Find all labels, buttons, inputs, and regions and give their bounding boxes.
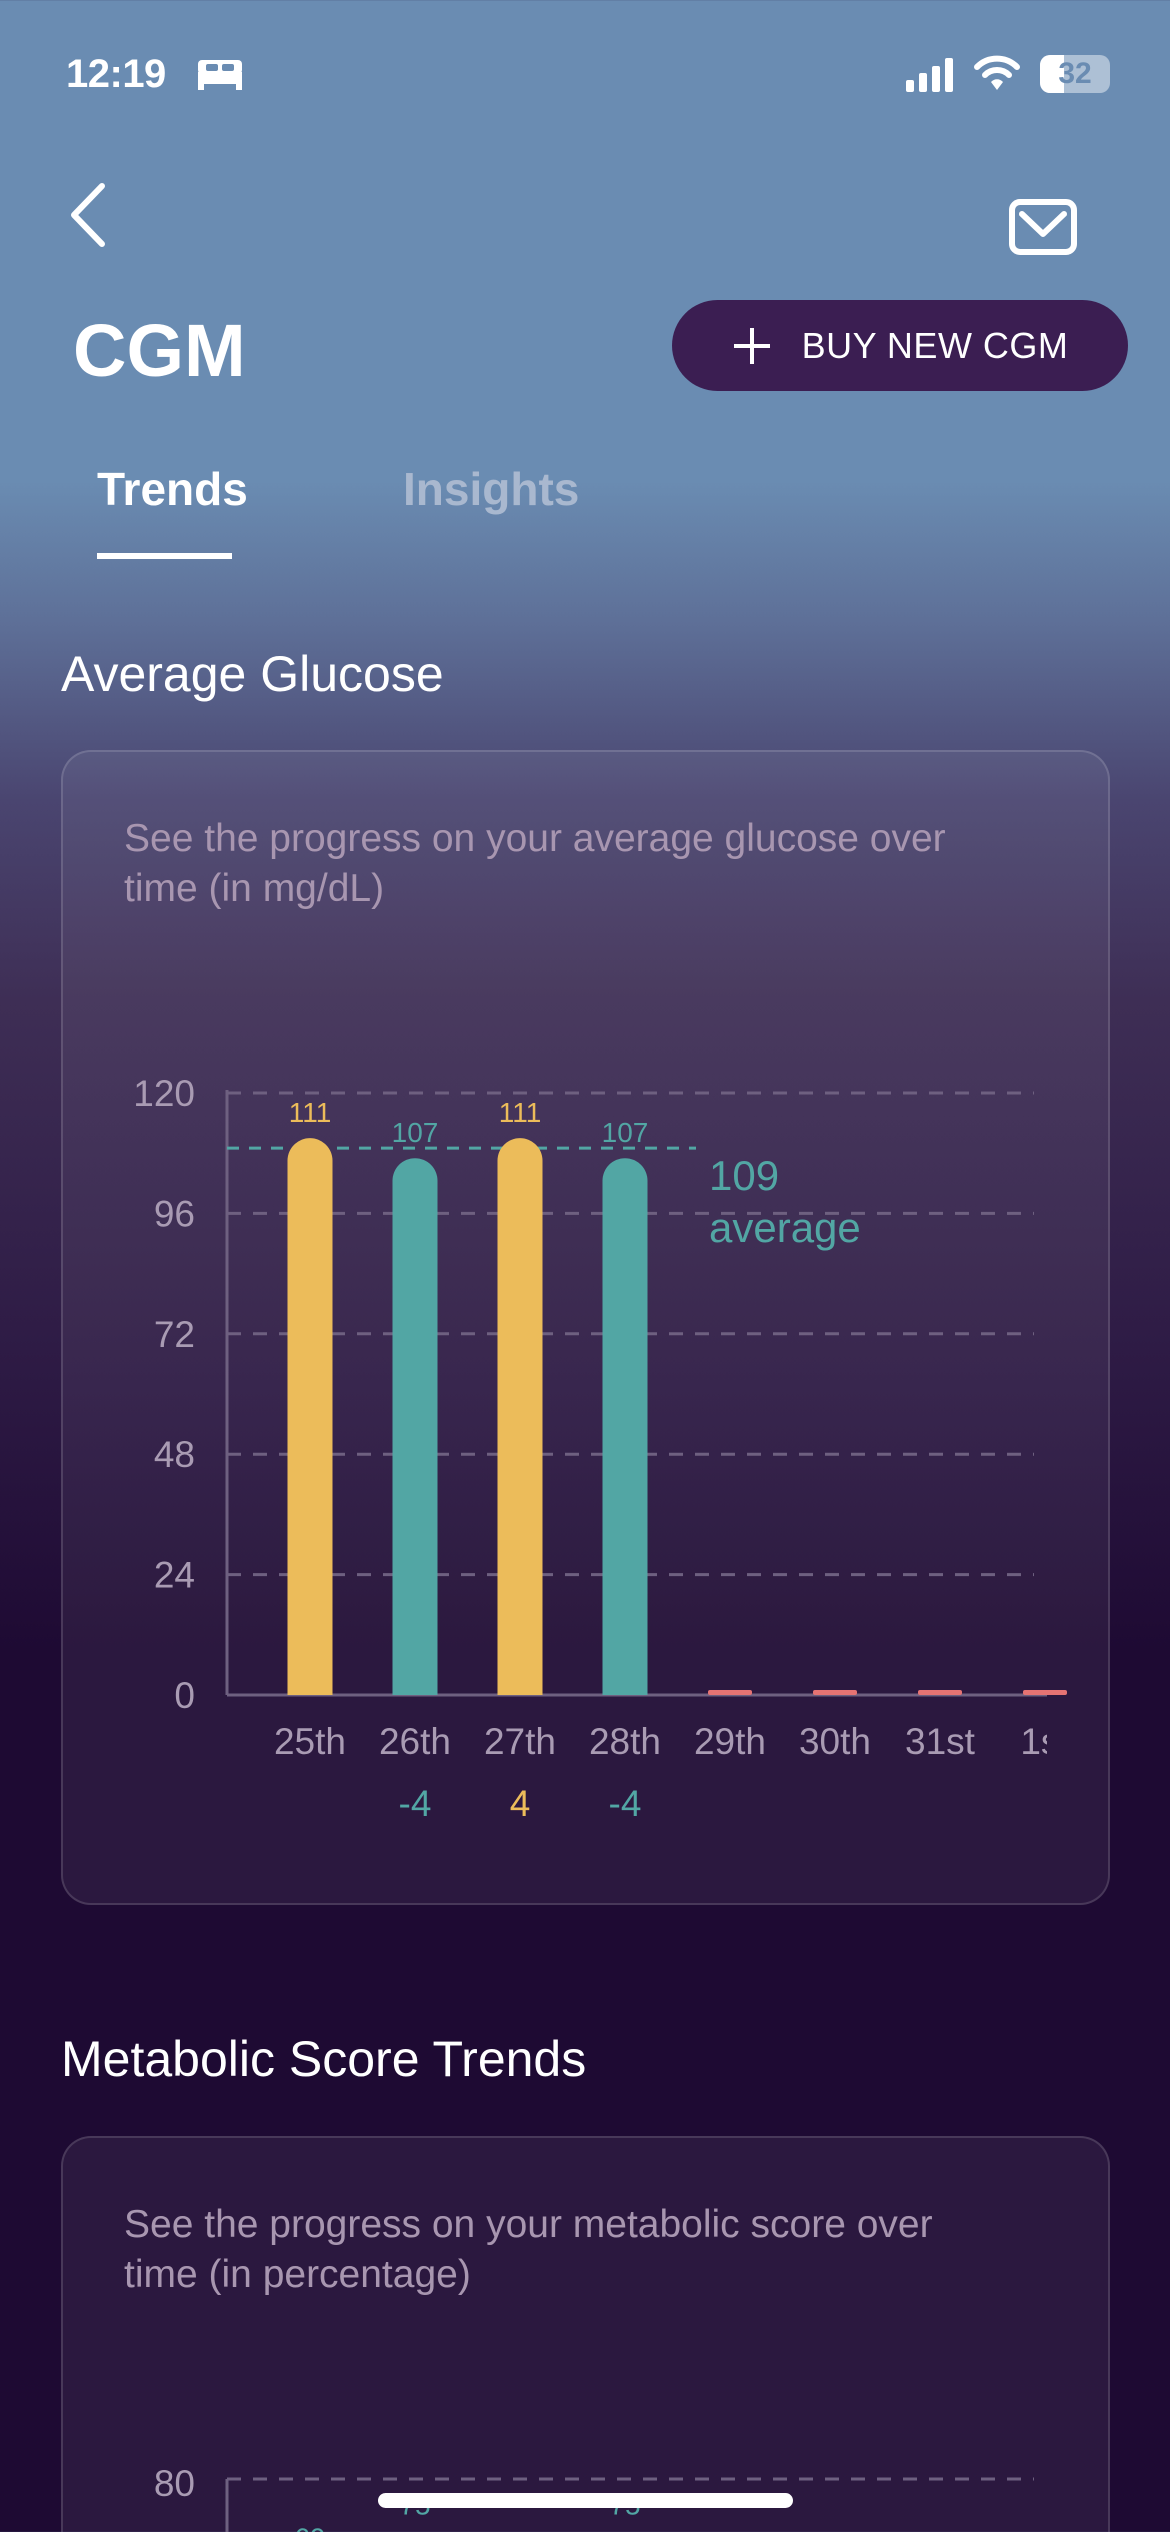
average-glucose-heading: Average Glucose — [61, 646, 444, 702]
metabolic-score-heading: Metabolic Score Trends — [61, 2031, 587, 2087]
status-time: 12:19 — [66, 52, 166, 96]
home-indicator[interactable] — [378, 2493, 793, 2508]
tab-insights[interactable]: Insights — [403, 463, 580, 515]
average-value: 109 — [709, 1152, 780, 1199]
battery-indicator: 32 — [1040, 55, 1110, 93]
average-glucose-subtitle: See the progress on your average glucose… — [124, 817, 946, 910]
wifi-icon — [974, 55, 1020, 90]
buy-new-cgm-button[interactable]: BUY NEW CGM — [672, 300, 1128, 391]
average-label: average — [709, 1204, 861, 1251]
back-chevron-icon[interactable] — [66, 182, 110, 248]
mail-icon[interactable] — [1008, 198, 1078, 256]
metabolic-score-card — [61, 2136, 1110, 2532]
buy-new-cgm-label: BUY NEW CGM — [801, 324, 1069, 366]
signal-icon — [906, 58, 953, 92]
average-annotation: 109 average — [709, 1150, 861, 1254]
plus-icon — [733, 327, 770, 364]
sleep-bed-icon — [198, 60, 242, 90]
average-glucose-card — [61, 750, 1110, 1905]
tab-trends[interactable]: Trends — [97, 463, 248, 515]
page-title: CGM — [73, 309, 246, 392]
metabolic-score-subtitle: See the progress on your metabolic score… — [124, 2203, 933, 2296]
active-tab-underline — [97, 553, 232, 559]
